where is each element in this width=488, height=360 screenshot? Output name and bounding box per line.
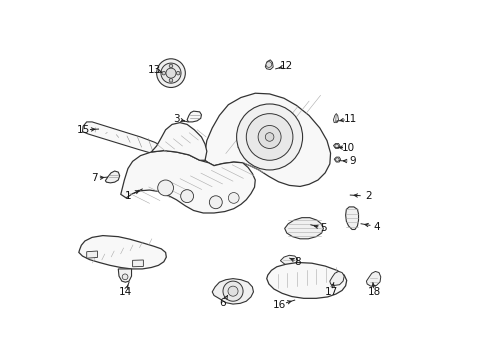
- Circle shape: [169, 64, 172, 68]
- Text: 14: 14: [119, 287, 132, 297]
- Circle shape: [335, 158, 339, 161]
- Text: 9: 9: [349, 156, 355, 166]
- Circle shape: [236, 104, 302, 170]
- Text: 5: 5: [320, 224, 326, 233]
- Polygon shape: [366, 271, 380, 286]
- Polygon shape: [266, 262, 346, 298]
- Circle shape: [169, 78, 172, 82]
- Polygon shape: [345, 207, 358, 229]
- Text: 13: 13: [147, 64, 161, 75]
- Circle shape: [165, 68, 176, 78]
- Polygon shape: [329, 271, 344, 285]
- Circle shape: [161, 63, 181, 83]
- Text: 2: 2: [364, 191, 371, 201]
- Polygon shape: [86, 251, 97, 258]
- Text: 11: 11: [344, 114, 357, 124]
- Polygon shape: [204, 93, 330, 186]
- Circle shape: [223, 281, 243, 301]
- Polygon shape: [187, 111, 201, 122]
- Text: 17: 17: [324, 287, 337, 297]
- Text: 12: 12: [280, 61, 293, 71]
- Circle shape: [180, 190, 193, 203]
- Circle shape: [122, 274, 128, 280]
- Text: 1: 1: [124, 191, 131, 201]
- Circle shape: [162, 71, 165, 75]
- Circle shape: [156, 59, 185, 87]
- Circle shape: [334, 144, 338, 148]
- Polygon shape: [132, 260, 143, 267]
- Polygon shape: [121, 150, 255, 213]
- Polygon shape: [105, 171, 120, 183]
- Circle shape: [258, 126, 281, 148]
- Circle shape: [227, 286, 238, 296]
- Circle shape: [158, 180, 173, 196]
- Text: 15: 15: [77, 125, 90, 135]
- Text: 6: 6: [219, 298, 226, 308]
- Circle shape: [209, 196, 222, 209]
- Text: 4: 4: [373, 222, 380, 231]
- Polygon shape: [265, 60, 273, 69]
- Circle shape: [265, 133, 273, 141]
- Polygon shape: [118, 269, 131, 282]
- Polygon shape: [333, 157, 340, 162]
- Polygon shape: [284, 218, 323, 239]
- Polygon shape: [333, 143, 339, 148]
- Polygon shape: [151, 123, 206, 160]
- Text: 10: 10: [341, 143, 354, 153]
- Text: 8: 8: [294, 257, 300, 267]
- Text: 18: 18: [367, 287, 380, 297]
- Polygon shape: [333, 114, 338, 123]
- Circle shape: [265, 62, 271, 67]
- Text: 7: 7: [91, 173, 98, 183]
- Polygon shape: [79, 235, 166, 269]
- Circle shape: [246, 114, 292, 160]
- Polygon shape: [212, 279, 253, 304]
- Circle shape: [176, 71, 180, 75]
- Text: 3: 3: [173, 114, 179, 124]
- Polygon shape: [280, 255, 297, 265]
- Polygon shape: [82, 122, 161, 154]
- Text: 16: 16: [272, 300, 285, 310]
- Circle shape: [228, 193, 239, 203]
